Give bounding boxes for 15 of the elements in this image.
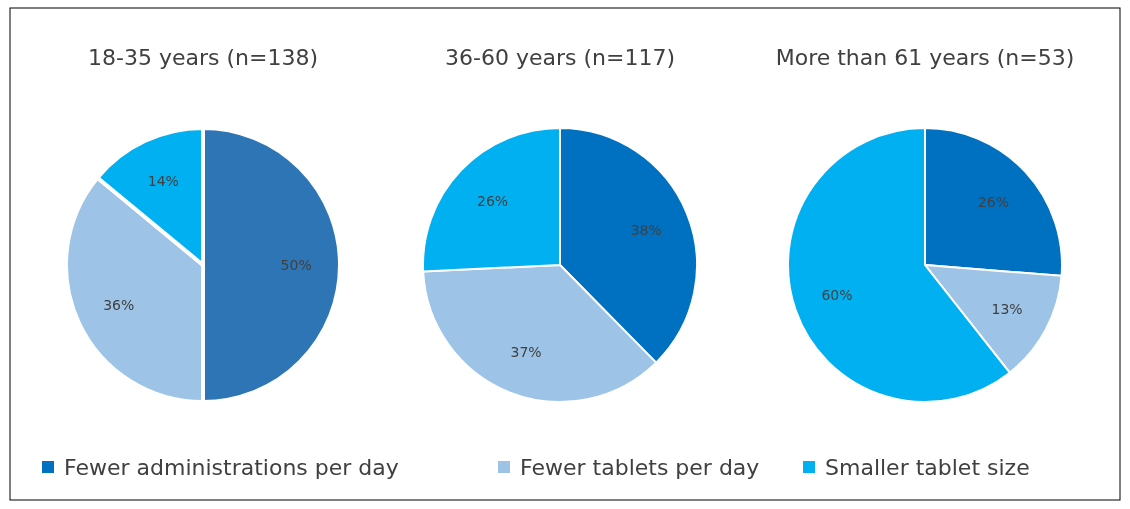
data-label: 37% [510,343,542,360]
chart-title: 18-35 years (n=138) [88,44,318,70]
data-label: 26% [477,192,509,209]
data-label: 13% [991,301,1023,317]
legend-label: Fewer administrations per day [64,454,399,480]
data-label: 26% [977,193,1009,210]
chart-title: 36-60 years (n=117) [445,44,675,70]
legend-label: Smaller tablet size [825,454,1030,480]
legend-label: Fewer tablets per day [520,454,760,480]
data-label: 36% [103,296,135,313]
data-label: 38% [630,221,662,238]
data-label: 60% [821,287,853,304]
chart-title: More than 61 years (n=53) [775,44,1075,70]
data-label: 14% [147,172,179,189]
data-label: 50% [280,257,312,273]
